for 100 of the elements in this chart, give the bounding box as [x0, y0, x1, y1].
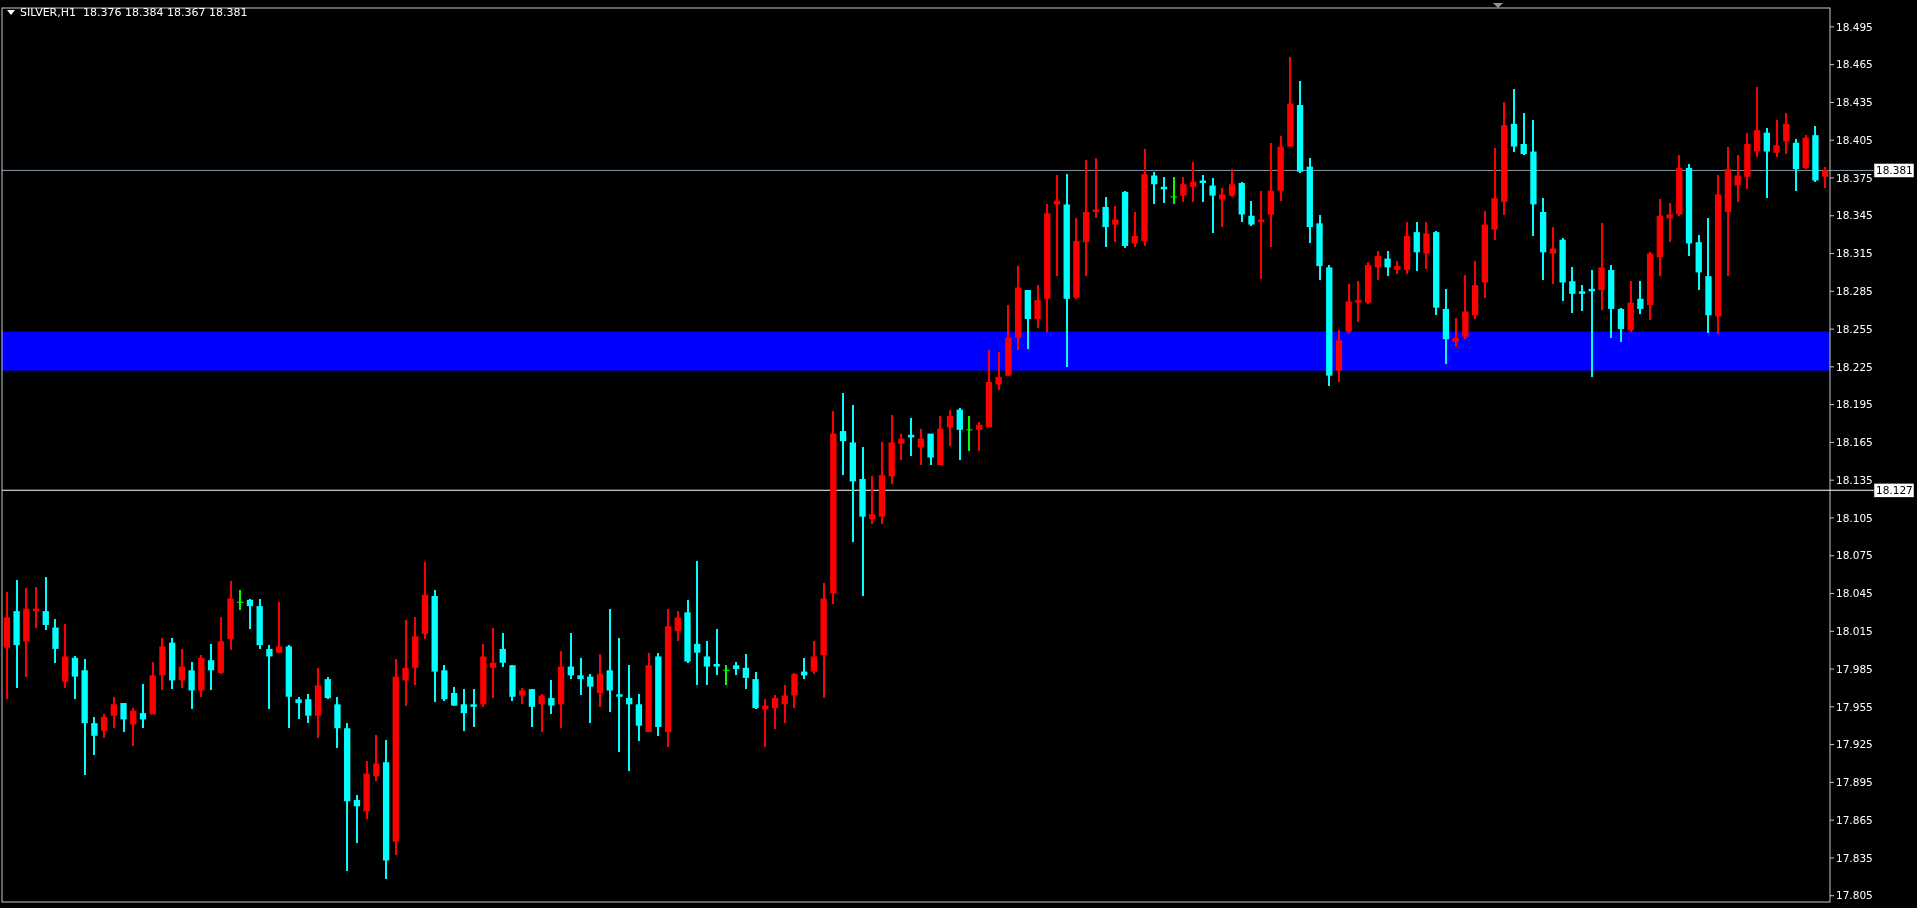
y-tick-label: 17.895: [1836, 776, 1873, 789]
candlestick: [1598, 222, 1605, 312]
candlestick: [402, 618, 409, 707]
candlestick: [1520, 111, 1527, 157]
candlestick: [956, 407, 963, 462]
candlestick: [324, 675, 331, 701]
candlestick: [1219, 187, 1226, 229]
candlestick: [1102, 195, 1109, 249]
candlestick: [538, 693, 545, 734]
candlestick: [110, 695, 117, 730]
candlestick: [1413, 221, 1420, 273]
y-tick-label: 18.315: [1836, 247, 1873, 260]
candlestick: [898, 432, 905, 462]
candlestick: [470, 688, 477, 728]
candlestick: [606, 607, 613, 713]
candlestick: [1248, 199, 1255, 227]
candlestick: [1578, 284, 1586, 313]
candlestick: [1763, 126, 1770, 200]
y-tick-label: 18.495: [1836, 20, 1873, 33]
candlestick: [1209, 176, 1216, 235]
candlestick: [1452, 316, 1459, 348]
candlestick: [71, 655, 79, 701]
candlestick: [722, 664, 731, 687]
candlestick: [791, 671, 798, 710]
candlestick: [1180, 175, 1187, 203]
candlestick: [1773, 119, 1780, 158]
candlestick: [1617, 306, 1625, 343]
y-tick-label: 18.225: [1836, 360, 1873, 373]
candlestick: [139, 683, 147, 730]
candlestick: [839, 392, 847, 477]
candlestick: [548, 679, 555, 716]
candlestick: [489, 626, 497, 700]
candlestick: [976, 421, 983, 453]
candlestick: [771, 694, 779, 731]
candlestick: [635, 693, 643, 742]
candlestick: [1170, 175, 1178, 206]
y-tick-label: 18.405: [1836, 133, 1873, 146]
candlestick: [742, 652, 749, 691]
candlestick: [460, 688, 468, 732]
candlestick: [1355, 280, 1362, 323]
candlestick: [305, 693, 312, 725]
candlestick: [528, 688, 536, 728]
candlestick: [120, 702, 127, 734]
y-tick-label: 17.925: [1836, 738, 1873, 751]
candlestick: [869, 475, 876, 526]
candlestick: [236, 588, 244, 611]
candlestick: [694, 559, 701, 687]
y-tick-label: 17.955: [1836, 700, 1873, 713]
candlestick: [266, 644, 273, 711]
y-tick-label: 17.805: [1836, 889, 1873, 902]
candlestick: [353, 793, 361, 844]
candlestick: [626, 664, 633, 773]
candlestick: [207, 642, 215, 692]
candlestick: [1637, 280, 1644, 315]
candlestick: [1549, 226, 1557, 285]
candlestick: [42, 576, 49, 632]
y-tick-label: 18.435: [1836, 96, 1873, 109]
candlestick: [674, 610, 681, 643]
candlestick: [1783, 111, 1790, 156]
candlestick: [616, 636, 623, 754]
candlestick: [295, 695, 302, 721]
candlestick: [1092, 156, 1100, 220]
candlestick: [1423, 221, 1430, 270]
y-tick-label: 18.255: [1836, 322, 1873, 335]
candlestick: [246, 597, 254, 630]
candlestick: [1151, 170, 1158, 206]
candlestick: [1384, 250, 1391, 278]
candlestick: [499, 631, 506, 668]
candlestick: [946, 408, 954, 448]
candlestick: [1753, 86, 1761, 158]
candlestick: [275, 601, 283, 654]
y-tick-label: 18.195: [1836, 398, 1873, 411]
candlestick: [1569, 266, 1576, 314]
candlestick: [596, 652, 604, 708]
candlestick: [810, 640, 818, 676]
y-tick-label: 18.105: [1836, 511, 1873, 524]
candlestick: [995, 350, 1002, 391]
y-tick-label: 17.865: [1836, 813, 1873, 826]
y-tick-label: 18.135: [1836, 473, 1873, 486]
candlestick: [587, 673, 594, 725]
y-tick-label: 17.985: [1836, 662, 1873, 675]
y-tick-label: 18.015: [1836, 624, 1873, 637]
ref-line-label: 18.127: [1876, 483, 1913, 496]
candlestick: [100, 713, 108, 740]
candlestick: [188, 660, 195, 711]
candlestick: [1034, 284, 1041, 329]
candlestick: [334, 695, 341, 750]
y-tick-label: 18.465: [1836, 58, 1873, 71]
y-tick-label: 18.075: [1836, 549, 1873, 562]
candlestick: [927, 432, 934, 467]
candlestick: [1189, 160, 1197, 203]
ref-line-label: 18.381: [1876, 164, 1913, 177]
candlestick: [1510, 87, 1518, 153]
candlestick: [1228, 168, 1236, 198]
candlestick: [1112, 204, 1119, 244]
y-tick-label: 18.165: [1836, 436, 1873, 449]
candlestick: [577, 656, 584, 697]
candlestick: [965, 414, 974, 453]
candlestick: [1374, 250, 1382, 281]
candlestick: [713, 627, 720, 677]
